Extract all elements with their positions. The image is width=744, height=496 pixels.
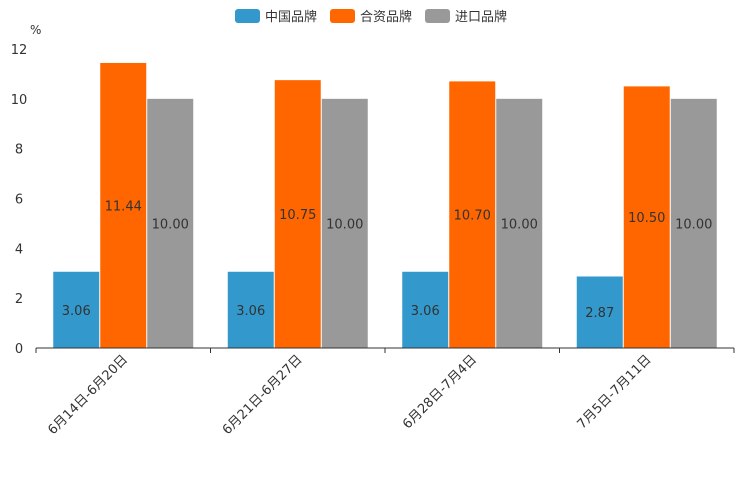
bar-3-4[interactable] (670, 98, 717, 348)
y-tick-label: 12 (11, 43, 28, 58)
data-label: 10.70 (454, 209, 491, 224)
bar-3-2[interactable] (321, 98, 368, 348)
legend-swatch (425, 9, 450, 23)
data-label: 3.06 (62, 304, 91, 319)
data-label: 10.00 (675, 217, 712, 232)
data-label: 3.06 (236, 304, 265, 319)
data-label: 10.00 (501, 217, 538, 232)
bar-1-3[interactable] (402, 271, 449, 348)
x-tick-label: 6月28日-7月4日 (400, 352, 480, 432)
legend-swatch (330, 9, 355, 23)
legend-item-2[interactable]: 合资品牌 (330, 9, 412, 25)
bar-2-3[interactable] (449, 81, 496, 349)
bar-1-4[interactable] (576, 276, 623, 348)
y-axis: 0 2 4 6 8 10 12 (11, 43, 28, 357)
y-tick-label: 8 (15, 143, 23, 158)
y-tick-label: 10 (11, 93, 28, 108)
x-axis: 6月14日-6月20日 6月21日-6月27日 6月28日-7月4日 7月5日-7月1… (35, 347, 735, 438)
bar-3-3[interactable] (496, 98, 543, 348)
data-label: 10.00 (152, 217, 189, 232)
data-label: 2.87 (585, 306, 614, 321)
x-tick-label: 6月14日-6月20日 (45, 352, 131, 438)
bar-2-1[interactable] (100, 62, 147, 348)
legend-item-1[interactable]: 中国品牌 (235, 9, 317, 25)
bar-3-1[interactable] (147, 98, 194, 348)
legend-item-3[interactable]: 进口品牌 (425, 9, 507, 25)
y-axis-unit-label: % (30, 23, 41, 37)
bar-1-1[interactable] (53, 271, 100, 348)
data-label: 3.06 (411, 304, 440, 319)
legend-label: 合资品牌 (360, 9, 412, 25)
x-tick-label: 6月21日-6月27日 (220, 352, 306, 438)
bar-1-2[interactable] (227, 271, 274, 348)
data-label: 10.75 (279, 208, 316, 223)
data-labels: 3.06 11.44 10.00 3.06 10.75 10.00 3.06 10.70 10.… (62, 199, 713, 321)
data-label: 10.00 (326, 217, 363, 232)
data-label: 10.50 (628, 211, 665, 226)
y-tick-label: 2 (15, 292, 23, 307)
x-tick-label: 7月5日-7月11日 (575, 352, 655, 432)
y-tick-label: 4 (15, 242, 23, 257)
bar-2-4[interactable] (623, 86, 670, 348)
legend: 中国品牌 合资品牌 进口品牌 (235, 9, 507, 25)
legend-swatch (235, 9, 260, 23)
bar-2-2[interactable] (274, 80, 321, 348)
y-tick-label: 0 (15, 342, 23, 357)
y-tick-label: 6 (15, 193, 23, 208)
data-label: 11.44 (105, 199, 142, 214)
bars (53, 62, 717, 349)
legend-label: 进口品牌 (455, 9, 507, 25)
legend-label: 中国品牌 (265, 9, 317, 25)
